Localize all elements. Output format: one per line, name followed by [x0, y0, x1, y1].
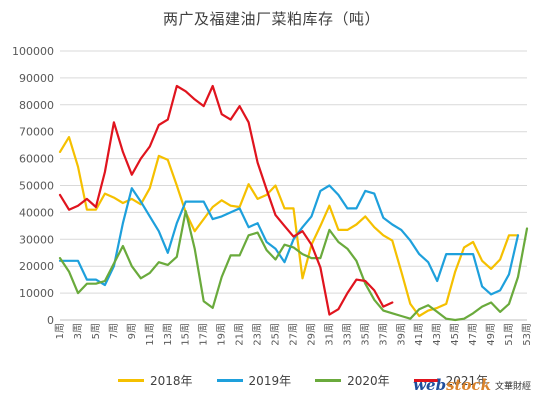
x-tick-label: 43周 [431, 323, 443, 346]
y-tick-label: 40000 [19, 206, 54, 219]
legend: 2018年 2019年 2020年 2021年 [118, 372, 488, 389]
legend-item: 2021年 [413, 372, 489, 389]
x-tick-label: 7周 [108, 323, 120, 339]
legend-item: 2019年 [216, 372, 292, 389]
x-tick-label: 47周 [467, 323, 479, 346]
chart-title: 两广及福建油厂菜粕库存（吨） [0, 8, 543, 29]
x-tick-label: 5周 [90, 323, 102, 339]
x-tick-label: 51周 [503, 323, 515, 346]
series-line-2019年 [58, 184, 520, 296]
legend-swatch [216, 379, 243, 382]
y-tick-label: 90000 [19, 72, 54, 85]
y-tick-label: 20000 [19, 260, 54, 273]
y-tick-label: 100000 [12, 45, 54, 58]
legend-label: 2021年 [445, 374, 489, 388]
x-tick-label: 25周 [270, 323, 282, 346]
x-tick-label: 19周 [216, 323, 228, 346]
logo-wordmark: webstock [413, 376, 491, 394]
x-tick-label: 29周 [305, 323, 317, 346]
legend-item: 2018年 [118, 372, 193, 389]
x-tick-label: 3周 [72, 323, 84, 339]
y-tick-label: 30000 [19, 233, 54, 246]
legend-swatch [413, 379, 440, 382]
x-tick-label: 39周 [395, 323, 407, 346]
legend-swatch [118, 379, 144, 382]
x-tick-label: 49周 [485, 323, 497, 346]
series-line-2018年 [58, 136, 520, 318]
x-tick-label: 35周 [359, 323, 371, 346]
series-line-2020年 [58, 210, 529, 322]
x-tick-label: 9周 [126, 323, 138, 339]
series-line-2021年 [58, 84, 394, 316]
y-tick-label: 70000 [19, 126, 54, 139]
y-tick-label: 50000 [19, 180, 54, 193]
logo-subtitle: 文華財經 [494, 381, 531, 392]
x-tick-label: 31周 [323, 323, 335, 346]
legend-label: 2020年 [347, 374, 390, 388]
y-tick-label: 0 [47, 314, 54, 327]
x-tick-label: 33周 [341, 323, 353, 346]
x-tick-label: 15周 [180, 323, 192, 346]
x-tick-label: 13周 [162, 323, 174, 346]
y-tick-label: 80000 [19, 99, 54, 112]
x-tick-label: 27周 [288, 323, 300, 346]
x-tick-label: 23周 [252, 323, 264, 346]
x-tick-label: 45周 [449, 323, 461, 346]
legend-swatch [315, 379, 342, 382]
legend-item: 2020年 [315, 372, 390, 389]
y-tick-label: 60000 [19, 153, 54, 166]
legend-label: 2018年 [150, 374, 193, 388]
legend-label: 2019年 [248, 374, 292, 388]
x-tick-label: 53周 [521, 323, 533, 346]
x-tick-label: 41周 [413, 323, 425, 346]
chart-title-text: 两广及福建油厂菜粕库存 [162, 10, 334, 28]
chart-title-unit: （吨） [333, 10, 381, 28]
x-tick-label: 1周 [54, 323, 66, 339]
x-tick-label: 17周 [198, 323, 210, 346]
x-tick-label: 37周 [377, 323, 389, 346]
x-tick-label: 21周 [234, 323, 246, 346]
x-tick-label: 11周 [144, 323, 156, 346]
y-tick-label: 10000 [19, 287, 54, 300]
webstock-logo: webstock 文華財經 [413, 376, 531, 394]
